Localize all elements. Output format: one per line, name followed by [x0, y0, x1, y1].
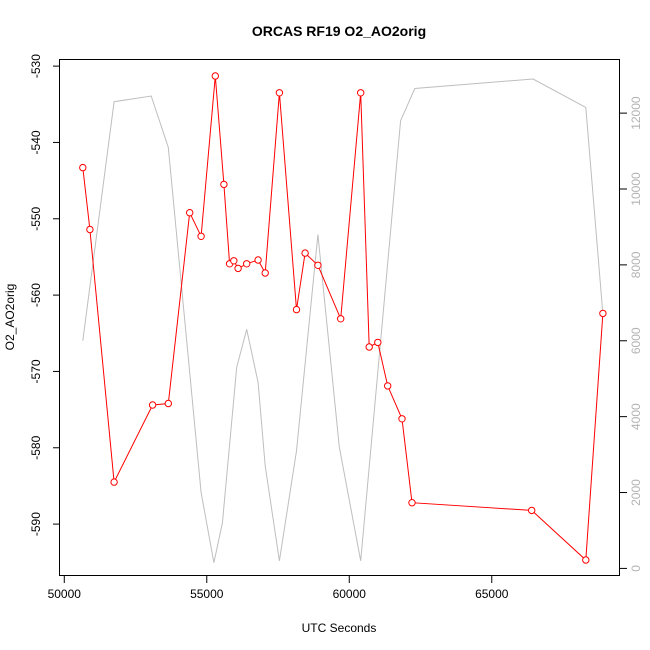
red-data-point	[337, 315, 345, 323]
grey-series	[82, 78, 604, 563]
x-axis: 50000 55000 60000 65000	[48, 576, 509, 601]
x-tick-label: 65000	[475, 587, 509, 601]
red-data-point	[243, 260, 251, 268]
y2-tick-label: 4000	[629, 403, 643, 430]
red-data-point	[197, 232, 205, 241]
red-data-point	[110, 478, 118, 486]
red-data-point	[314, 261, 322, 269]
x-axis-label: UTC Seconds	[302, 621, 377, 635]
chart-title: ORCAS RF19 O2_AO2orig	[252, 23, 426, 39]
x-tick-label: 55000	[190, 587, 224, 601]
y2-tick-label: 6000	[629, 327, 643, 354]
y2-tick-label: 0	[629, 565, 643, 572]
y-tick-label: -570	[29, 359, 43, 383]
red-series	[79, 72, 607, 564]
red-data-point	[301, 249, 309, 257]
red-data-point	[398, 415, 406, 423]
y-tick-label: -560	[29, 283, 43, 307]
grey-series-line	[82, 78, 604, 563]
y2-tick-label: 12000	[629, 96, 643, 130]
y2-tick-label: 2000	[629, 479, 643, 506]
red-data-point	[292, 305, 301, 314]
y-tick-label: -530	[29, 54, 43, 78]
red-data-point	[261, 269, 269, 277]
plot-frame	[59, 59, 620, 576]
red-data-point	[254, 256, 262, 264]
red-data-point	[86, 225, 94, 234]
red-data-point	[408, 499, 416, 507]
red-data-point	[230, 257, 238, 265]
red-data-point	[186, 209, 194, 217]
y2-tick-label: 8000	[629, 251, 643, 278]
y-axis-left: -590 -580 -570 -560 -550 -540 -530	[29, 54, 60, 536]
y-tick-label: -550	[29, 206, 43, 230]
y2-tick-label: 10000	[629, 172, 643, 206]
red-data-point	[275, 89, 284, 97]
red-data-point	[374, 338, 382, 347]
red-data-point	[148, 401, 157, 409]
red-data-point	[365, 343, 373, 351]
red-data-point	[357, 89, 365, 97]
y-tick-label: -580	[29, 435, 43, 459]
red-data-point	[220, 180, 228, 189]
red-data-point	[528, 506, 536, 515]
red-data-point	[164, 399, 173, 408]
y-tick-label: -540	[29, 130, 43, 154]
x-tick-label: 60000	[333, 587, 367, 601]
y-axis-label: O2_AO2orig	[3, 284, 17, 351]
red-data-point	[211, 72, 220, 80]
red-data-point	[234, 264, 242, 273]
y-tick-label: -590	[29, 512, 43, 536]
red-data-point	[599, 309, 607, 318]
red-data-point	[384, 382, 392, 390]
x-tick-label: 50000	[48, 587, 82, 601]
red-data-point	[79, 163, 87, 172]
red-data-point	[582, 556, 590, 564]
y-axis-right: 0 2000 4000 6000 8000 10000 12000	[620, 96, 643, 572]
